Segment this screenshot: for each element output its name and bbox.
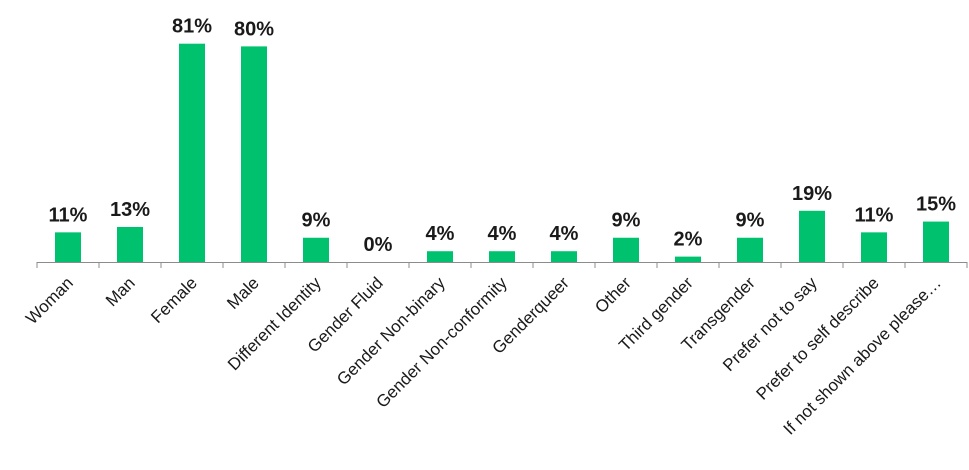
bar-0 <box>55 232 81 262</box>
bar-1 <box>117 226 143 262</box>
bar-9 <box>613 237 639 262</box>
data-label-6: 4% <box>426 223 455 245</box>
bar-7 <box>489 251 515 262</box>
bar-11 <box>737 237 763 262</box>
x-tick-label-13: Prefer to self describe <box>752 273 882 403</box>
data-label-5: 0% <box>364 234 393 256</box>
data-label-11: 9% <box>736 210 765 232</box>
data-label-14: 15% <box>916 194 956 216</box>
data-label-10: 2% <box>674 229 703 251</box>
x-tick-label-3: Male <box>223 273 262 312</box>
bar-8 <box>551 251 577 262</box>
bar-4 <box>303 237 329 262</box>
bar-13 <box>861 232 887 262</box>
x-tick-label-9: Other <box>591 273 635 317</box>
x-tick-label-6: Gender Non-binary <box>333 273 449 389</box>
bar-2 <box>179 43 205 262</box>
data-label-0: 11% <box>49 204 88 226</box>
bar-14 <box>923 221 949 262</box>
data-label-12: 19% <box>792 183 832 205</box>
data-label-4: 9% <box>302 210 331 232</box>
data-label-9: 9% <box>612 210 641 232</box>
data-label-2: 81% <box>172 16 212 38</box>
x-tick-label-1: Man <box>102 273 139 310</box>
data-label-8: 4% <box>550 223 579 245</box>
data-label-7: 4% <box>488 223 517 245</box>
bars-layer <box>55 43 949 262</box>
data-label-1: 13% <box>110 199 150 221</box>
ticks-layer <box>36 262 968 268</box>
data-label-3: 80% <box>234 18 274 40</box>
x-tick-label-2: Female <box>147 273 201 327</box>
x-tick-label-0: Woman <box>22 273 77 328</box>
data-labels-layer: 11% 13% 81% 80% 9% 0% 4% 4% 4% 9% 2% 9% 19% 11% 15% <box>49 16 957 256</box>
bar-3 <box>241 46 267 262</box>
bar-12 <box>799 210 825 262</box>
data-label-13: 11% <box>855 204 894 226</box>
bar-6 <box>427 251 453 262</box>
bar-10 <box>675 256 701 262</box>
